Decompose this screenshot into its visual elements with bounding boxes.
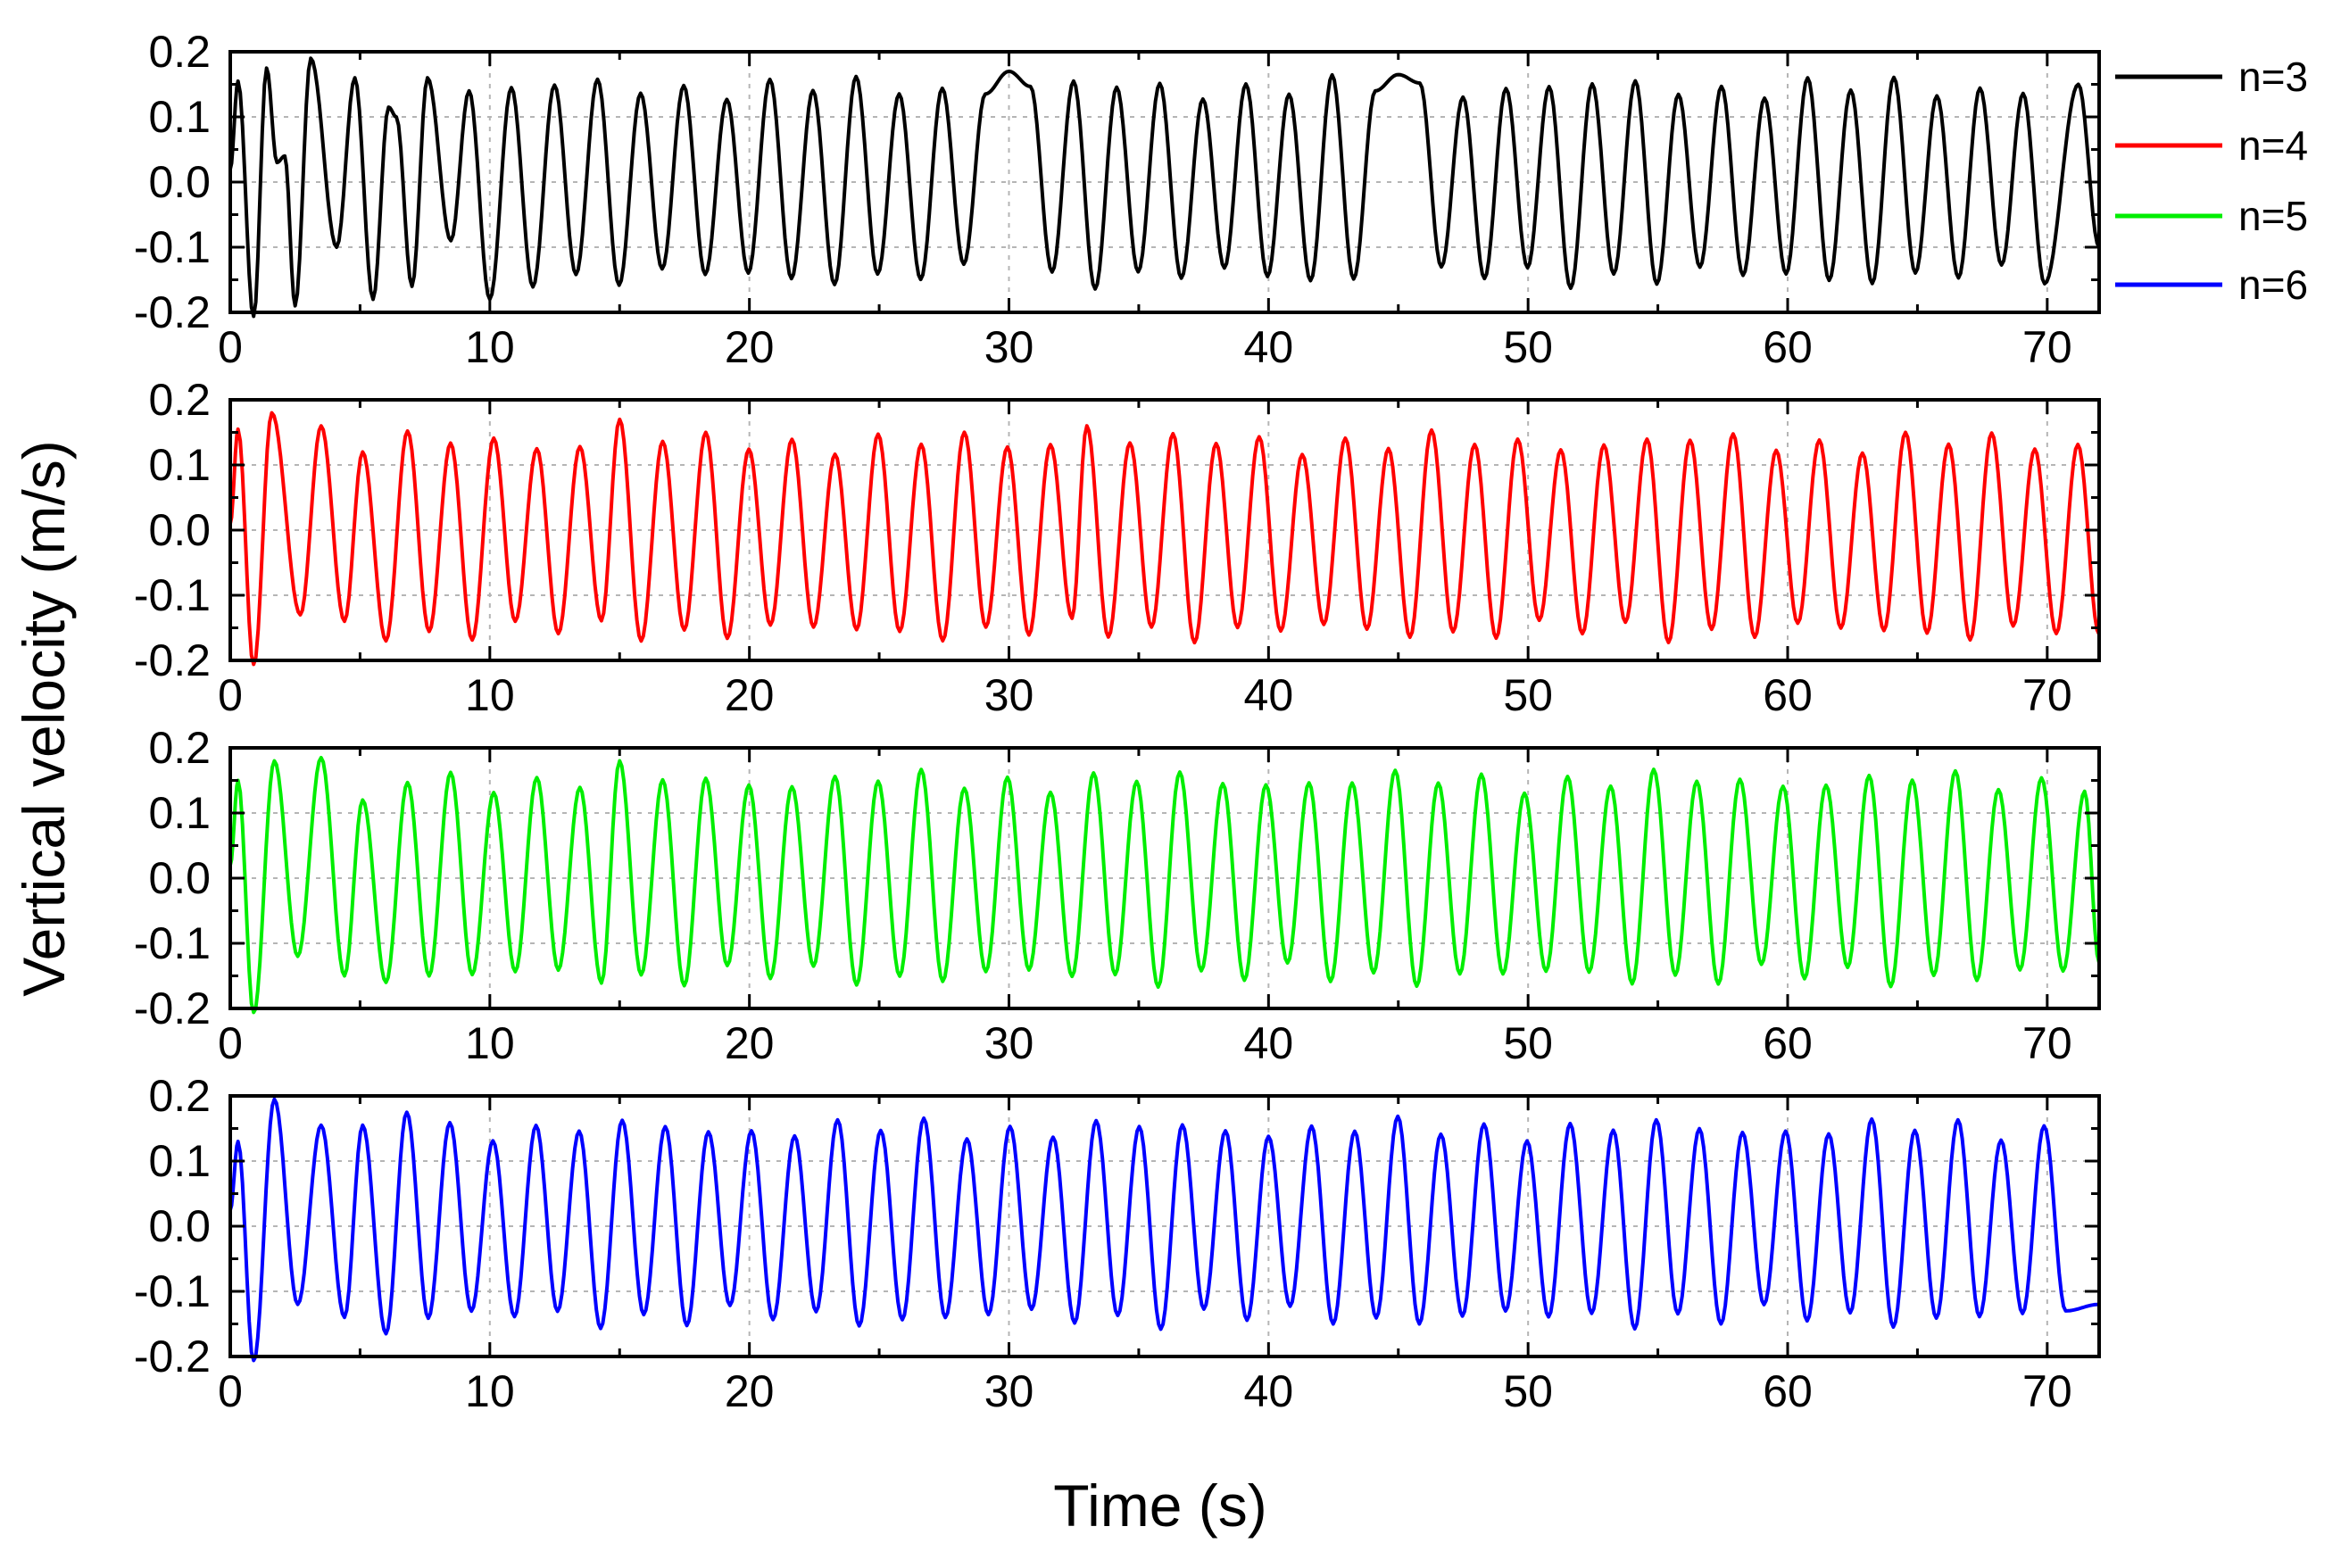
y-tick-label: -0.1 xyxy=(134,222,211,272)
panel-n3: 0 10 20 30 40 50 60 70 -0.2 -0.1 0.0 0.1 0.2 xyxy=(134,27,2101,372)
legend-label-n6: n=6 xyxy=(2238,261,2308,308)
x-tick-label: 40 xyxy=(1244,1018,1294,1068)
y-axis-title: Vertical velocity (m/s) xyxy=(11,440,77,996)
y-tick-label: 0.1 xyxy=(148,92,211,142)
y-tick-label: 0.0 xyxy=(148,1201,211,1251)
x-tick-label: 10 xyxy=(465,322,515,372)
y-tick-label: 0.2 xyxy=(148,1071,211,1121)
legend: n=3 n=4 n=5 n=6 xyxy=(2115,54,2308,308)
x-tick-label: 20 xyxy=(725,670,775,720)
x-tick-label: 70 xyxy=(2022,670,2072,720)
y-tick-label: -0.1 xyxy=(134,1266,211,1316)
y-tick-label: 0.0 xyxy=(148,853,211,903)
y-tick-label: 0.2 xyxy=(148,375,211,425)
x-tick-label: 10 xyxy=(465,1018,515,1068)
y-tick-label: 0.2 xyxy=(148,723,211,773)
x-axis-title: Time (s) xyxy=(1053,1473,1267,1539)
panel-n6: 0 10 20 30 40 50 60 70 -0.2 -0.1 0.0 0.1 0.2 xyxy=(134,1071,2101,1416)
x-tick-label: 20 xyxy=(725,1366,775,1416)
x-tick-label: 30 xyxy=(984,322,1034,372)
y-tick-label: -0.1 xyxy=(134,918,211,968)
x-tick-label: 60 xyxy=(1763,1366,1813,1416)
x-tick-label: 10 xyxy=(465,1366,515,1416)
y-tick-label: 0.0 xyxy=(148,505,211,555)
legend-label-n4: n=4 xyxy=(2238,122,2308,169)
y-tick-label: 0.1 xyxy=(148,788,211,838)
series-line-n4 xyxy=(228,411,2101,667)
x-tick-label: 60 xyxy=(1763,1018,1813,1068)
panel-n5: 0 10 20 30 40 50 60 70 -0.2 -0.1 0.0 0.1 0.2 xyxy=(134,723,2101,1068)
legend-label-n5: n=5 xyxy=(2238,193,2308,239)
y-tick-label: 0.2 xyxy=(148,27,211,77)
x-tick-label: 10 xyxy=(465,670,515,720)
y-tick-label: -0.2 xyxy=(134,983,211,1033)
x-tick-label: 50 xyxy=(1503,1366,1553,1416)
x-tick-label: 70 xyxy=(2022,1018,2072,1068)
y-tick-label: -0.2 xyxy=(134,635,211,685)
x-tick-label: 50 xyxy=(1503,1018,1553,1068)
x-tick-label: 50 xyxy=(1503,670,1553,720)
x-tick-label: 0 xyxy=(218,1366,243,1416)
x-tick-label: 70 xyxy=(2022,1366,2072,1416)
y-tick-label: -0.2 xyxy=(134,287,211,337)
x-tick-label: 0 xyxy=(218,322,243,372)
x-tick-label: 30 xyxy=(984,1366,1034,1416)
x-tick-label: 40 xyxy=(1244,322,1294,372)
x-tick-label: 30 xyxy=(984,1018,1034,1068)
series-line-n5 xyxy=(228,756,2101,1015)
x-tick-label: 50 xyxy=(1503,322,1553,372)
x-tick-label: 0 xyxy=(218,1018,243,1068)
x-tick-label: 40 xyxy=(1244,1366,1294,1416)
panel-n4: 0 10 20 30 40 50 60 70 -0.2 -0.1 0.0 0.1 0.2 xyxy=(134,375,2101,720)
x-tick-label: 60 xyxy=(1763,670,1813,720)
x-tick-label: 20 xyxy=(725,1018,775,1068)
x-tick-label: 40 xyxy=(1244,670,1294,720)
y-tick-label: 0.1 xyxy=(148,440,211,490)
y-tick-label: 0.0 xyxy=(148,157,211,207)
legend-label-n3: n=3 xyxy=(2238,54,2308,100)
y-tick-label: 0.1 xyxy=(148,1136,211,1186)
y-tick-label: -0.2 xyxy=(134,1332,211,1381)
x-tick-label: 20 xyxy=(725,322,775,372)
series-line-n6 xyxy=(228,1097,2100,1363)
panels: 0 10 20 30 40 50 60 70-0.2-0.10.00.10.20 10 20 30 4… xyxy=(134,27,2101,1416)
x-tick-label: 0 xyxy=(218,670,243,720)
series-line-n3 xyxy=(228,56,2101,319)
y-tick-label: -0.1 xyxy=(134,570,211,620)
x-tick-label: 70 xyxy=(2022,322,2072,372)
x-tick-label: 30 xyxy=(984,670,1034,720)
x-tick-label: 60 xyxy=(1763,322,1813,372)
